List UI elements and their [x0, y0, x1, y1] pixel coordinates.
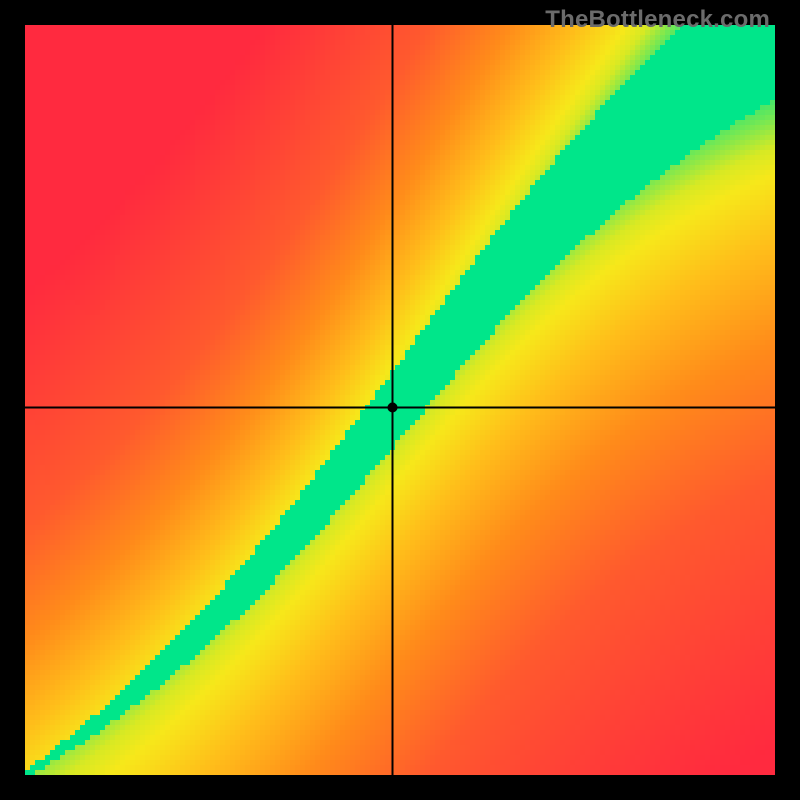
watermark-text: TheBottleneck.com — [545, 6, 770, 34]
bottleneck-heatmap — [0, 0, 800, 800]
chart-frame: { "watermark": { "text": "TheBottleneck.… — [0, 0, 800, 800]
